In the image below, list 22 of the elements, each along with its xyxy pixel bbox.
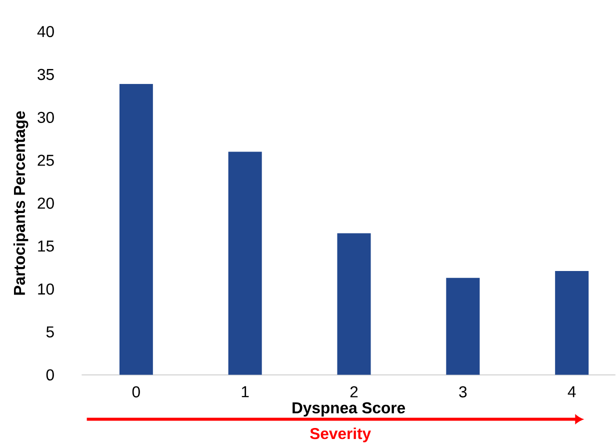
y-tick-label: 30 — [38, 112, 54, 124]
y-tick-label: 0 — [46, 370, 54, 381]
bar — [337, 233, 371, 376]
y-tick-label: 15 — [38, 240, 54, 252]
y-tick-label: 40 — [37, 26, 54, 38]
x-tick-label: 4 — [568, 386, 576, 398]
bar — [555, 271, 589, 376]
bar — [228, 152, 262, 376]
y-axis-title: Partocipants Percentage — [13, 111, 28, 295]
y-tick-label: 5 — [46, 326, 54, 338]
y-tick-label: 10 — [38, 284, 54, 295]
x-tick-label: 1 — [242, 386, 249, 398]
text: Severity — [310, 428, 371, 443]
y-tick-label: 20 — [38, 198, 54, 210]
y-tick-label: 35 — [38, 69, 54, 80]
bar — [446, 278, 480, 376]
x-axis-title: Dyspnea Score — [292, 402, 406, 417]
bar — [119, 84, 153, 376]
x-tick-label: 0 — [132, 386, 140, 398]
x-tick-label: 3 — [459, 386, 467, 398]
y-tick-label: 25 — [38, 154, 54, 166]
x-tick-label: 2 — [350, 386, 358, 398]
